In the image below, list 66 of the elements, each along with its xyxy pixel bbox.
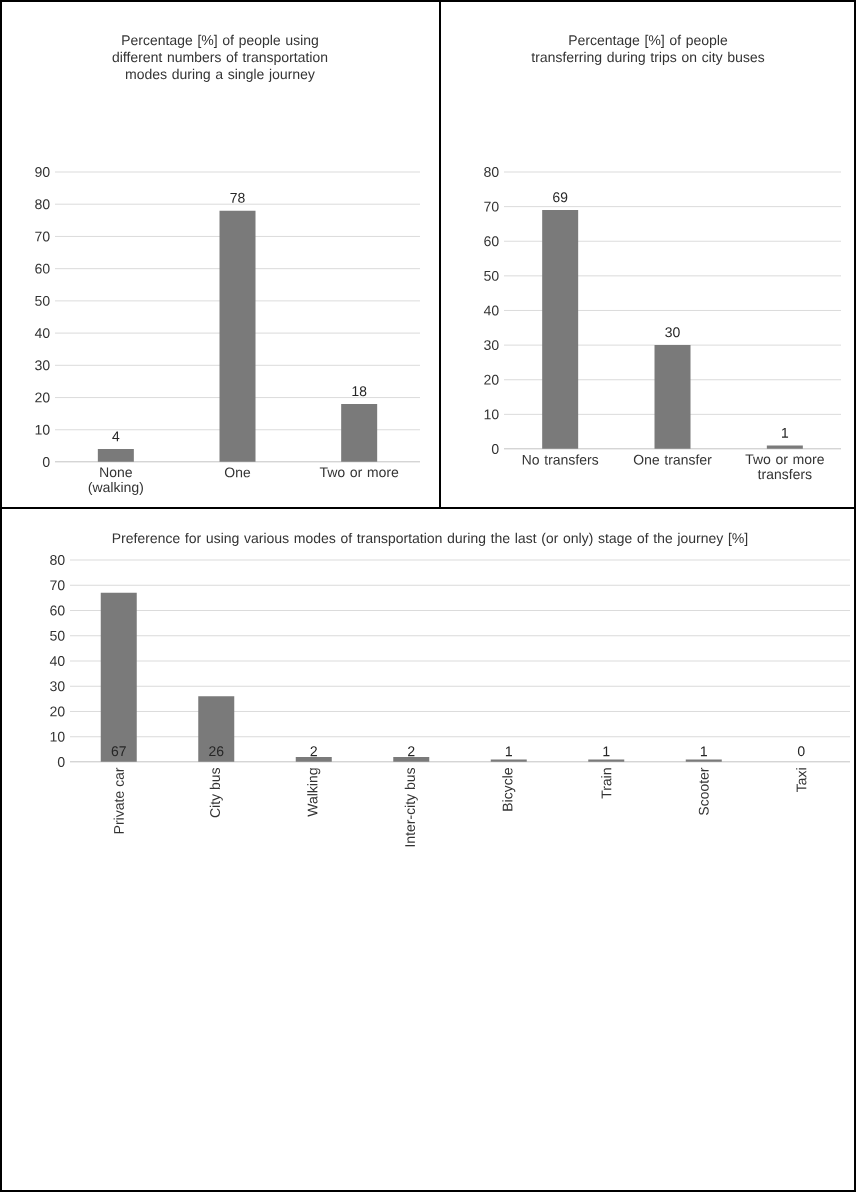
- chart-title: Percentage [%] of people using different numbers of transportation modes during a single journey: [112, 34, 328, 82]
- data-label: 67: [111, 746, 126, 757]
- y-tick-label: 80: [35, 199, 50, 210]
- y-tick-label: 80: [50, 555, 65, 565]
- data-label: 1: [700, 746, 707, 757]
- y-tick-label: 20: [484, 374, 499, 385]
- data-label: 18: [352, 386, 367, 397]
- bar: [542, 210, 579, 449]
- y-tick-label: 40: [34, 328, 50, 339]
- y-tick-label: 10: [484, 409, 499, 420]
- y-tick-label: 10: [50, 731, 65, 742]
- x-tick-label: None (walking): [88, 467, 143, 495]
- y-tick-label: 30: [35, 360, 50, 371]
- data-label: 69: [553, 192, 568, 203]
- x-tick-label: Taxi: [796, 768, 807, 793]
- data-label: 0: [797, 746, 805, 757]
- bar: [97, 449, 134, 462]
- y-tick-label: 30: [50, 681, 65, 692]
- data-label: 1: [505, 746, 512, 757]
- y-tick-label: 30: [484, 340, 499, 351]
- chart-title: Percentage [%] of people transferring during trips on city buses: [531, 34, 765, 65]
- bar: [341, 403, 378, 462]
- y-tick-label: 50: [50, 630, 65, 641]
- y-tick-label: 60: [50, 605, 65, 616]
- y-tick-label: 0: [491, 444, 499, 454]
- chart-title: Preference for using various modes of transportation during the last (or only) stage of the journey [%]: [112, 532, 748, 546]
- y-tick-label: 90: [35, 167, 50, 177]
- data-label: 30: [665, 327, 680, 338]
- bar: [198, 696, 235, 762]
- y-tick-label: 40: [483, 305, 499, 316]
- x-tick-label: One: [224, 467, 251, 478]
- bar: [100, 592, 137, 762]
- x-tick-label: Two or more transfers: [745, 454, 824, 480]
- x-tick-label: Inter-city bus: [404, 767, 418, 847]
- y-tick-label: 10: [35, 424, 50, 435]
- y-tick-label: 80: [484, 167, 499, 177]
- x-tick-label: Two or more: [319, 467, 399, 478]
- y-tick-label: 20: [50, 706, 65, 717]
- x-tick-label: Walking: [307, 768, 321, 817]
- bar: [219, 210, 256, 462]
- y-tick-label: 70: [35, 231, 50, 242]
- y-tick-label: 70: [50, 580, 65, 591]
- x-tick-label: One transfer: [633, 454, 712, 465]
- x-tick-label: Private car: [113, 767, 124, 834]
- data-label: 2: [310, 746, 317, 757]
- y-tick-label: 20: [35, 392, 50, 403]
- data-label: 1: [782, 428, 789, 438]
- data-label: 1: [603, 746, 610, 757]
- bar: [654, 345, 691, 449]
- y-tick-label: 40: [49, 656, 65, 666]
- x-tick-label: No transfers: [522, 454, 599, 465]
- data-label: 26: [209, 746, 224, 757]
- y-tick-label: 0: [42, 457, 50, 467]
- x-tick-label: City bus: [209, 767, 223, 818]
- x-tick-label: Scooter: [698, 767, 709, 816]
- y-tick-label: 50: [35, 295, 50, 306]
- y-tick-label: 60: [484, 236, 499, 247]
- data-label: 4: [112, 431, 120, 442]
- y-tick-label: 60: [35, 263, 50, 274]
- data-label: 78: [230, 192, 245, 203]
- x-tick-label: Bicycle: [502, 768, 516, 811]
- data-label: 2: [408, 746, 415, 757]
- x-tick-label: Train: [601, 768, 612, 799]
- y-tick-label: 0: [57, 757, 65, 767]
- y-tick-label: 70: [484, 201, 499, 212]
- y-tick-label: 50: [484, 270, 499, 281]
